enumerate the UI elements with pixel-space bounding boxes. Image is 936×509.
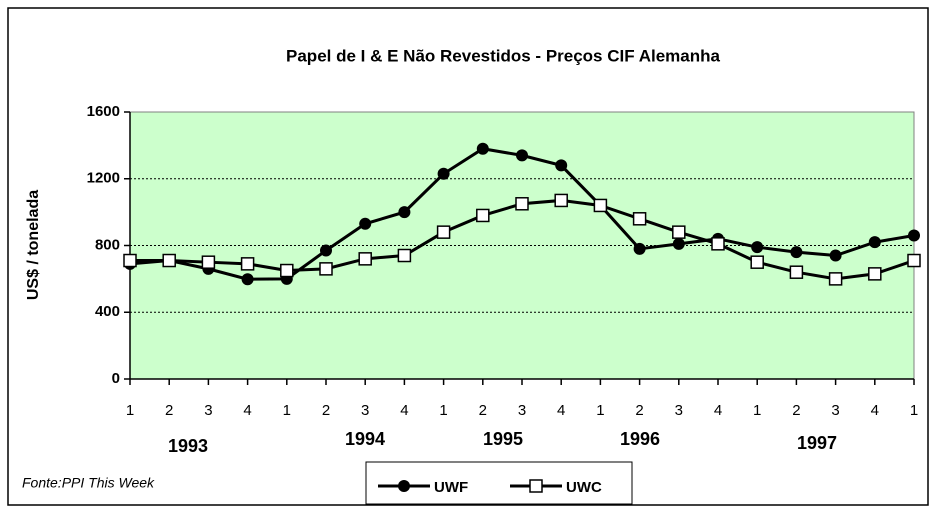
point bbox=[711, 237, 725, 251]
chart-title: Papel de I & E Não Revestidos - Preços C… bbox=[286, 46, 720, 65]
y-axis-label: US$ / tonelada bbox=[25, 190, 42, 300]
y-tick-label: 1200 bbox=[87, 170, 120, 187]
point bbox=[868, 267, 882, 281]
point bbox=[554, 193, 568, 208]
point bbox=[358, 252, 372, 266]
x-tick-label: 2 bbox=[479, 402, 487, 419]
x-tick-label: 2 bbox=[322, 402, 330, 419]
x-tick-label: 1 bbox=[126, 402, 134, 419]
year-label: 1997 bbox=[797, 433, 837, 453]
point bbox=[868, 236, 881, 249]
point bbox=[633, 242, 646, 255]
x-tick-label: 1 bbox=[596, 402, 604, 419]
point bbox=[280, 263, 294, 278]
x-tick-label: 4 bbox=[557, 402, 565, 419]
legend bbox=[365, 461, 633, 505]
point bbox=[632, 212, 647, 226]
year-label: 1994 bbox=[345, 429, 385, 449]
point bbox=[751, 241, 764, 254]
point bbox=[241, 273, 254, 286]
x-tick-label: 4 bbox=[400, 402, 408, 419]
x-tick-label: 3 bbox=[675, 402, 683, 419]
y-tick-label: 800 bbox=[95, 236, 120, 253]
point bbox=[672, 225, 686, 239]
y-tick-label: 400 bbox=[95, 303, 120, 320]
x-tick-label: 4 bbox=[714, 402, 722, 419]
point bbox=[828, 272, 843, 286]
x-tick-label: 1 bbox=[439, 402, 447, 419]
x-tick-label: 3 bbox=[361, 402, 369, 419]
point bbox=[672, 237, 685, 250]
point bbox=[515, 197, 529, 211]
point bbox=[476, 142, 489, 155]
year-label: 1993 bbox=[168, 436, 208, 456]
point bbox=[790, 246, 803, 259]
point bbox=[359, 217, 372, 230]
legend-label: UWF bbox=[434, 479, 468, 496]
point bbox=[750, 255, 764, 269]
point bbox=[319, 262, 333, 276]
point bbox=[516, 149, 528, 162]
x-tick-label: 1 bbox=[910, 402, 918, 419]
point bbox=[476, 208, 490, 223]
x-tick-label: 3 bbox=[518, 402, 526, 419]
point bbox=[162, 253, 176, 268]
legend-marker bbox=[529, 479, 543, 493]
year-label: 1996 bbox=[620, 429, 660, 449]
x-tick-label: 3 bbox=[831, 402, 839, 419]
x-tick-label: 2 bbox=[792, 402, 800, 419]
point bbox=[240, 257, 255, 271]
point bbox=[123, 253, 137, 268]
legend-label: UWC bbox=[566, 479, 602, 496]
x-tick-label: 2 bbox=[165, 402, 173, 419]
x-tick-label: 4 bbox=[871, 402, 879, 419]
point bbox=[908, 229, 920, 242]
source-note: Fonte:PPI This Week bbox=[22, 475, 155, 491]
x-tick-label: 2 bbox=[635, 402, 643, 419]
point bbox=[398, 206, 411, 219]
legend-marker bbox=[398, 480, 410, 492]
point bbox=[436, 225, 451, 239]
y-tick-label: 0 bbox=[112, 370, 120, 387]
point bbox=[437, 167, 450, 180]
point bbox=[829, 249, 842, 262]
point bbox=[201, 255, 216, 269]
x-tick-label: 3 bbox=[204, 402, 212, 419]
x-tick-label: 4 bbox=[243, 402, 251, 419]
x-tick-label: 1 bbox=[283, 402, 291, 419]
point bbox=[593, 198, 608, 213]
point bbox=[397, 248, 412, 263]
point bbox=[555, 159, 568, 172]
x-tick-label: 1 bbox=[753, 402, 761, 419]
point bbox=[320, 244, 332, 257]
point bbox=[907, 253, 921, 268]
y-tick-label: 1600 bbox=[87, 103, 120, 120]
year-label: 1995 bbox=[483, 429, 523, 449]
point bbox=[789, 265, 804, 279]
